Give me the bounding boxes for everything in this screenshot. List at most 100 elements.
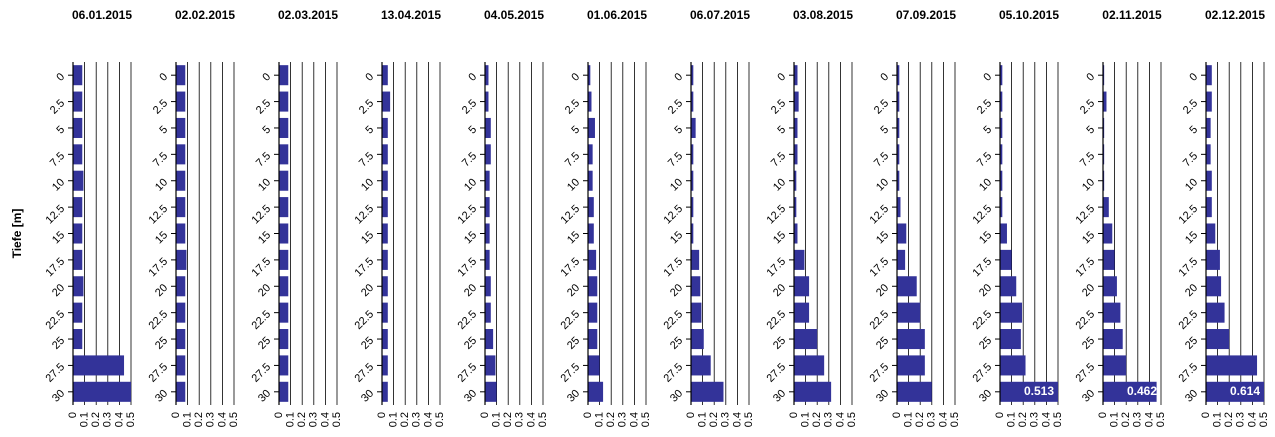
y-tick-label: 20	[771, 282, 788, 299]
x-tick-label: 0.4	[113, 412, 125, 427]
y-tick-label: 27.5	[1074, 361, 1098, 385]
y-tick-label: 7.5	[975, 150, 994, 169]
y-tick-label: 12.5	[765, 203, 789, 227]
bar	[897, 65, 900, 86]
bar	[1206, 381, 1264, 402]
y-tick-label: 25	[874, 335, 891, 352]
bar	[1000, 329, 1021, 350]
y-tick-label: 22.5	[559, 308, 583, 332]
bar	[382, 276, 388, 297]
bar	[279, 355, 289, 376]
x-tick-label: 0.2	[193, 412, 205, 427]
y-tick-label: 17.5	[1177, 256, 1201, 280]
bar	[588, 144, 593, 165]
x-tick-label: 0.3	[1029, 412, 1041, 427]
bar	[73, 91, 83, 112]
bar	[176, 223, 186, 244]
y-tick-label: 10	[1183, 176, 1200, 193]
x-tick-label: 0.3	[1132, 412, 1144, 427]
panel-title: 02.03.2015	[278, 8, 338, 22]
x-tick-label: 0.5	[743, 412, 755, 427]
y-tick-label: 7.5	[48, 150, 67, 169]
y-tick-label: 5	[981, 124, 994, 137]
bar	[588, 355, 600, 376]
x-tick-label: 0	[994, 412, 1006, 418]
x-tick-label: 0.1	[594, 412, 606, 427]
y-tick-label: 2.5	[254, 97, 273, 116]
y-tick-label: 5	[1084, 124, 1097, 137]
bar	[485, 381, 497, 402]
bar	[279, 223, 289, 244]
bar	[1000, 117, 1003, 138]
bar	[382, 197, 388, 218]
bar	[691, 91, 694, 112]
x-tick-label: 0.1	[1212, 412, 1224, 427]
y-tick-label: 22.5	[1074, 308, 1098, 332]
y-tick-label: 20	[1080, 282, 1097, 299]
y-tick-label: 12.5	[559, 203, 583, 227]
bar	[1206, 329, 1230, 350]
y-tick-label: 12.5	[147, 203, 171, 227]
y-tick-label: 0	[466, 71, 479, 84]
bar	[73, 276, 84, 297]
bar	[1103, 223, 1113, 244]
x-tick-label: 0	[170, 412, 182, 418]
bar	[897, 329, 925, 350]
x-tick-label: 0.4	[731, 412, 743, 427]
y-tick-label: 25	[668, 335, 685, 352]
bar	[279, 249, 289, 270]
x-tick-label: 0.2	[399, 412, 411, 427]
y-tick-label: 2.5	[975, 97, 994, 116]
y-tick-label: 10	[565, 176, 582, 193]
bar	[176, 276, 186, 297]
bar	[1000, 65, 1003, 86]
y-tick-label: 15	[153, 229, 170, 246]
x-tick-label: 0.4	[216, 412, 228, 427]
y-tick-label: 7.5	[1078, 150, 1097, 169]
y-tick-label: 10	[771, 176, 788, 193]
y-tick-label: 10	[359, 176, 376, 193]
y-tick-label: 2.5	[563, 97, 582, 116]
bar	[897, 144, 900, 165]
bar	[73, 65, 83, 86]
bar	[485, 249, 490, 270]
bar	[176, 302, 186, 323]
bar	[794, 302, 810, 323]
x-tick-label: 0.3	[514, 412, 526, 427]
bar	[279, 197, 289, 218]
y-tick-label: 22.5	[662, 308, 686, 332]
y-tick-label: 20	[50, 282, 67, 299]
y-tick-label: 0	[54, 71, 67, 84]
y-tick-label: 17.5	[868, 256, 892, 280]
bar	[73, 355, 125, 376]
y-tick-label: 25	[462, 335, 479, 352]
y-tick-label: 17.5	[1074, 256, 1098, 280]
y-tick-label: 2.5	[666, 97, 685, 116]
bar	[794, 197, 797, 218]
y-tick-label: 27.5	[971, 361, 995, 385]
bar	[588, 170, 593, 191]
y-tick-label: 5	[466, 124, 479, 137]
y-tick-label: 12.5	[868, 203, 892, 227]
x-tick-label: 0.1	[1109, 412, 1121, 427]
y-tick-label: 12.5	[1177, 203, 1201, 227]
x-tick-label: 0.2	[502, 412, 514, 427]
x-tick-label: 0.2	[1017, 412, 1029, 427]
y-tick-label: 27.5	[662, 361, 686, 385]
y-tick-label: 20	[565, 282, 582, 299]
panel-title: 06.07.2015	[690, 8, 750, 22]
y-tick-label: 15	[1080, 229, 1097, 246]
x-tick-label: 0.4	[834, 412, 846, 427]
y-tick-label: 2.5	[151, 97, 170, 116]
y-tick-label: 5	[157, 124, 170, 137]
bar	[73, 302, 83, 323]
y-tick-label: 0	[981, 71, 994, 84]
bar	[1206, 276, 1222, 297]
value-label: 0.614	[1230, 384, 1260, 398]
x-tick-label: 0.2	[90, 412, 102, 427]
bar	[382, 144, 388, 165]
x-tick-label: 0.5	[1258, 412, 1270, 427]
bar	[279, 329, 289, 350]
y-tick-label: 25	[256, 335, 273, 352]
y-tick-label: 5	[260, 124, 273, 137]
